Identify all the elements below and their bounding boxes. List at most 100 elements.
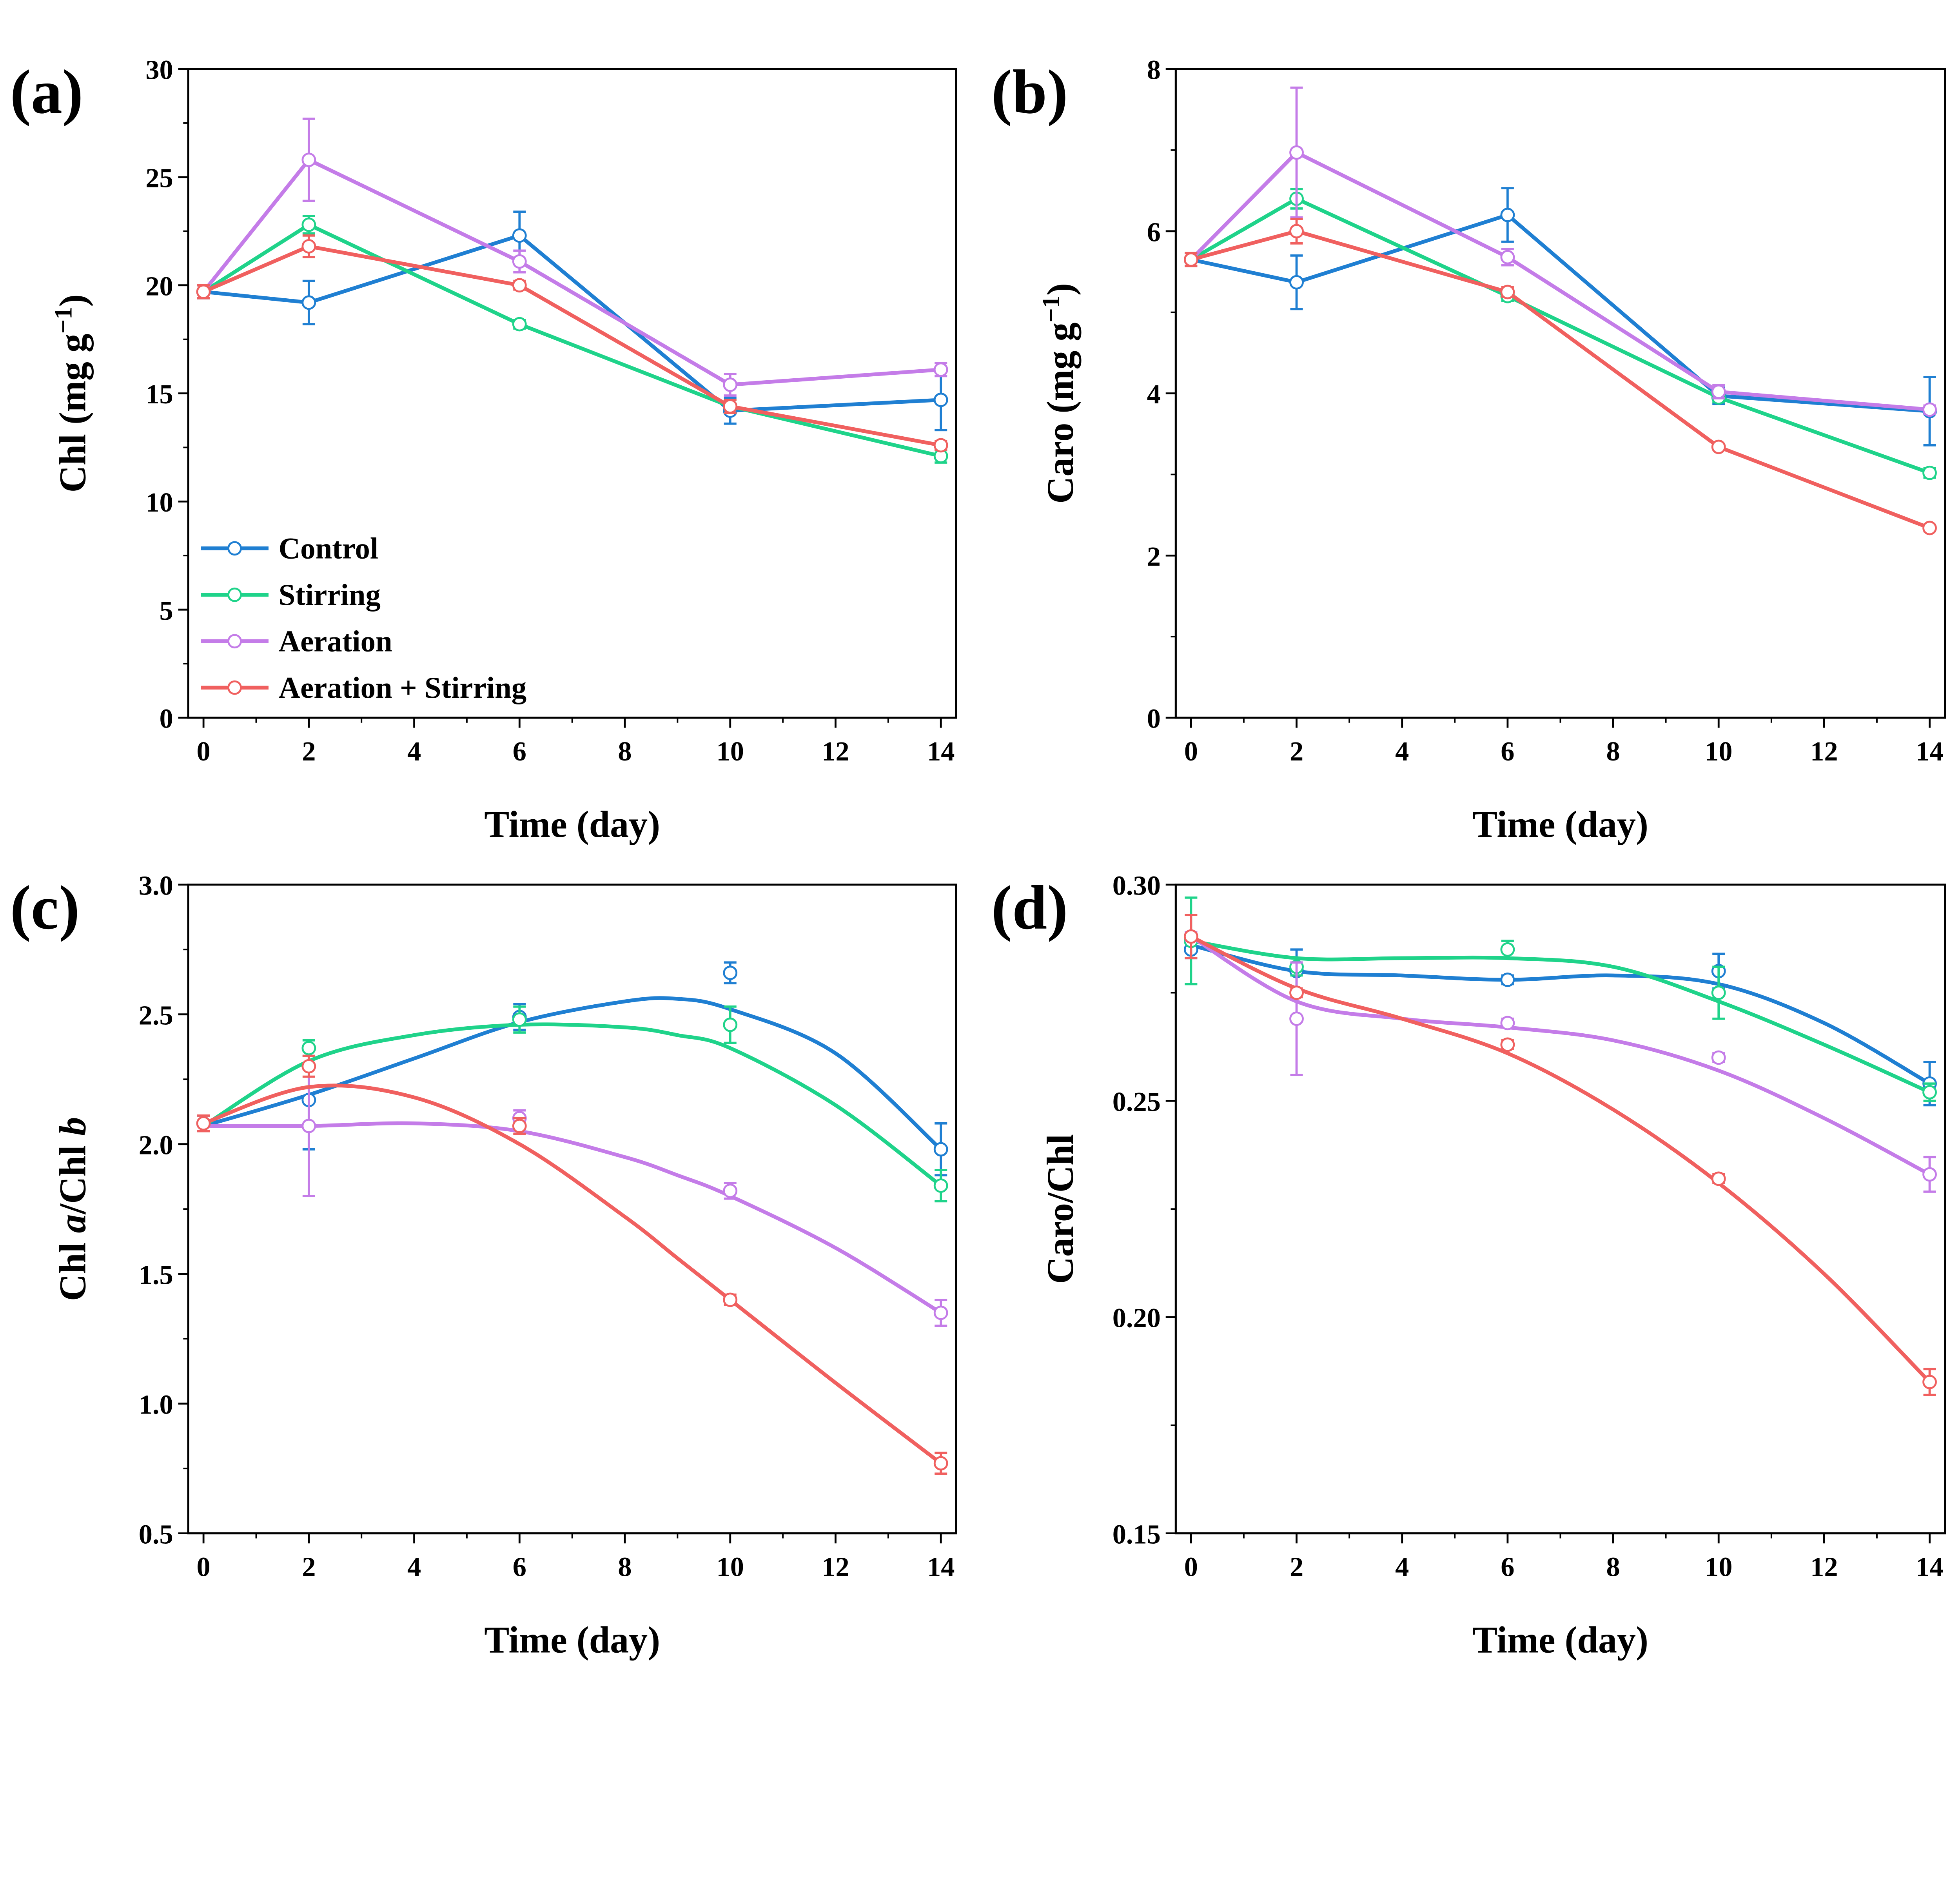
data-point (723, 1292, 738, 1307)
y-tick-label: 5 (160, 595, 173, 626)
y-tick-label: 30 (145, 55, 173, 85)
data-point (933, 1456, 948, 1471)
data-point (933, 1305, 948, 1320)
data-point (512, 228, 527, 243)
legend-marker (227, 680, 242, 695)
data-point (1711, 1050, 1726, 1065)
y-tick-label: 8 (1147, 55, 1161, 85)
data-point (1289, 224, 1304, 239)
y-tick-label: 0 (160, 704, 173, 734)
x-tick-label: 10 (1705, 736, 1732, 767)
data-point (723, 1183, 738, 1198)
data-point (301, 295, 316, 310)
data-point (1500, 208, 1515, 222)
data-point (1711, 985, 1726, 1000)
plot-frame (187, 884, 957, 1535)
y-tick-label: 0.15 (1112, 1519, 1161, 1550)
x-tick-label: 0 (1184, 1552, 1198, 1582)
fit-curve (203, 1121, 942, 1315)
data-point (301, 1041, 316, 1056)
data-point (933, 362, 948, 377)
series-aeration-stirring (196, 234, 948, 453)
y-tick-label: 20 (145, 271, 173, 301)
y-axis-title-part: Caro/Chl (1039, 1134, 1081, 1284)
data-point (1711, 1171, 1726, 1186)
series-aeration (196, 1054, 948, 1327)
y-tick-label: 1.5 (139, 1259, 173, 1290)
legend: Control Stirring Aeration Aeration + Stirri… (201, 532, 526, 704)
panel-label: (c) (10, 873, 80, 942)
x-tick-label: 4 (407, 1552, 421, 1582)
data-point (1922, 1375, 1937, 1389)
data-point (1183, 252, 1198, 267)
y-tick-label: 0.5 (139, 1519, 173, 1550)
y-axis-title-part: −1 (1036, 296, 1064, 322)
data-point (301, 1118, 316, 1133)
panel-d: (d) 0 2 4 6 8 10 12 14 0.15 0.20 0.25 0.30 Time (day)… (991, 870, 1946, 1661)
series-aeration (1183, 86, 1937, 417)
y-tick-label: 0.20 (1112, 1303, 1161, 1334)
x-tick-label: 6 (513, 1552, 526, 1582)
y-tick-label: 6 (1147, 217, 1161, 247)
panel-a: (a) 0 2 4 6 8 10 12 14 0 5 10 15 20 25 30 Time (day) Chl … (10, 55, 957, 845)
x-tick-label: 6 (1501, 1552, 1514, 1582)
y-tick-label: 25 (145, 163, 173, 193)
y-axis-title-part: ) (52, 294, 94, 307)
y-axis-title-part: /Chl (52, 1136, 94, 1214)
legend-label: Stirring (279, 578, 381, 612)
x-tick-label: 0 (197, 1552, 211, 1582)
data-point (933, 392, 948, 407)
data-point (1289, 275, 1304, 290)
fit-curve (1190, 935, 1931, 1176)
x-tick-label: 14 (1916, 1552, 1943, 1582)
x-tick-label: 12 (822, 736, 849, 767)
data-point (723, 965, 738, 980)
x-axis-title: Time (day) (484, 1619, 660, 1661)
y-tick-label: 0 (1147, 704, 1161, 734)
y-axis-title-part: ) (1039, 283, 1081, 296)
x-tick-label: 2 (1290, 1552, 1303, 1582)
x-tick-label: 8 (618, 1552, 632, 1582)
y-axis-title-part: b (52, 1117, 94, 1136)
y-tick-label: 2 (1147, 541, 1161, 572)
y-axis-title-part: Chl (52, 1233, 94, 1301)
data-point (723, 399, 738, 414)
data-point (301, 217, 316, 232)
x-tick-label: 0 (197, 736, 211, 767)
y-tick-label: 2.5 (139, 1000, 173, 1031)
series-line (1190, 196, 1931, 475)
data-point (1711, 439, 1726, 454)
legend-marker (227, 634, 242, 649)
data-point (723, 377, 738, 392)
fit-curve (1190, 935, 1931, 1383)
y-tick-label: 3.0 (139, 870, 173, 901)
data-point (933, 438, 948, 453)
data-point (196, 284, 211, 299)
data-point (1289, 985, 1304, 1000)
data-point (1289, 145, 1304, 160)
data-point (512, 317, 527, 332)
data-point (1500, 250, 1515, 265)
fit-curve (202, 1022, 942, 1187)
x-tick-label: 14 (927, 736, 955, 767)
x-tick-label: 10 (717, 736, 744, 767)
data-point (301, 152, 316, 167)
x-tick-label: 12 (1810, 1552, 1838, 1582)
x-tick-label: 0 (1184, 736, 1198, 767)
data-point (933, 1142, 948, 1157)
x-tick-label: 2 (302, 1552, 316, 1582)
legend-marker (227, 587, 242, 602)
legend-label: Control (279, 532, 379, 565)
x-tick-label: 2 (302, 736, 316, 767)
x-tick-label: 6 (1501, 736, 1514, 767)
x-axis-title: Time (day) (484, 803, 660, 845)
x-tick-label: 6 (513, 736, 526, 767)
series-aeration-stirring (1183, 914, 1937, 1396)
series-line (1191, 229, 1931, 530)
data-point (1922, 402, 1937, 417)
y-tick-label: 1.0 (139, 1389, 173, 1420)
x-tick-label: 10 (1705, 1552, 1732, 1582)
y-tick-label: 4 (1147, 379, 1161, 410)
x-tick-label: 14 (927, 1552, 955, 1582)
